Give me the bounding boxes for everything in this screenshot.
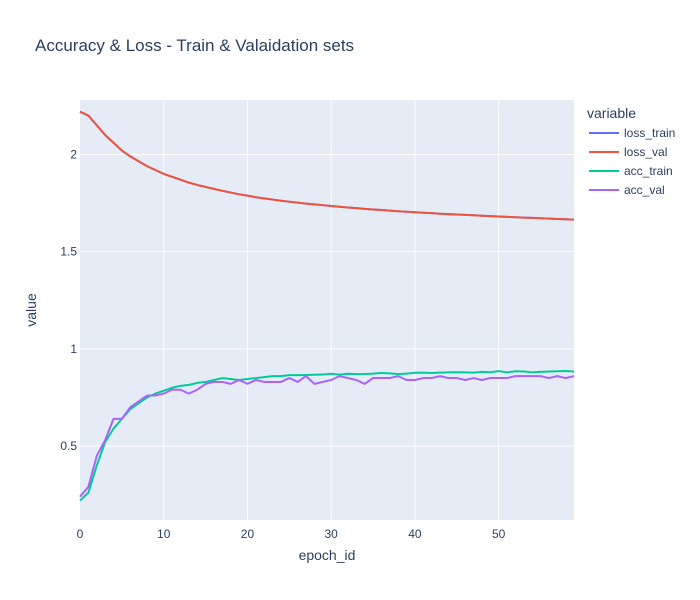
y-tick-label: 2 [70,147,77,161]
series-line-acc-train [79,370,575,502]
x-tick-label: 50 [492,527,506,541]
x-tick-label: 30 [325,527,339,541]
x-axis-label: epoch_id [299,547,356,563]
plot-area [80,100,574,520]
series-lines [79,110,575,502]
y-axis-ticks: 0.5 1 1.5 2 [60,147,77,453]
x-tick-label: 10 [157,527,171,541]
legend-title: variable [587,105,636,121]
legend-item-loss-train: loss_train [624,126,675,140]
series-line-loss-val [79,110,575,221]
legend-item-loss-val: loss_val [624,145,667,159]
legend: variable loss_train loss_val acc_train acc_… [587,105,675,197]
legend-item-acc-val: acc_val [624,183,665,197]
y-tick-label: 1 [70,342,77,356]
x-axis-ticks: 0 10 20 30 40 50 [77,527,506,541]
gridlines [80,100,574,520]
y-tick-label: 1.5 [60,245,77,259]
y-tick-label: 0.5 [60,439,77,453]
x-tick-label: 20 [241,527,255,541]
x-tick-label: 0 [77,527,84,541]
series-line-acc-val [79,375,575,498]
y-axis-label: value [23,293,39,327]
x-tick-label: 40 [408,527,422,541]
legend-item-acc-train: acc_train [624,164,673,178]
chart-title: Accuracy & Loss - Train & Valaidation se… [35,36,354,55]
